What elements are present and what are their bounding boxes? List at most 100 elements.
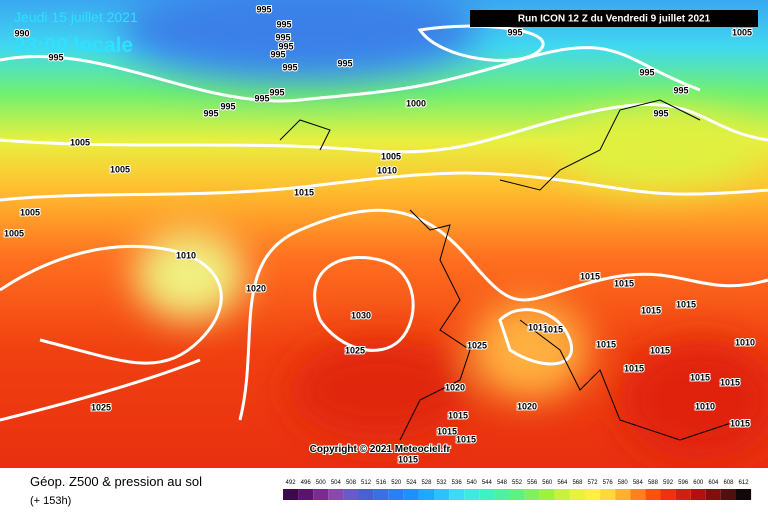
legend-swatch: [539, 489, 555, 500]
isobar-label: 1015: [690, 372, 710, 382]
legend-value: 536: [452, 480, 463, 486]
legend-swatch: [358, 489, 374, 500]
isobar-label: 1010: [377, 165, 397, 175]
isobar-label: 995: [337, 58, 352, 68]
isobar-label: 1015: [720, 377, 740, 387]
isobar-label: 1005: [110, 164, 130, 174]
legend-swatch: [524, 489, 540, 500]
legend-value: 576: [603, 480, 614, 486]
legend-swatch: [479, 489, 495, 500]
isobar-label: 1015: [641, 305, 661, 315]
legend-swatch: [660, 489, 676, 500]
isobar-label: 995: [256, 4, 271, 14]
isobar-label: 995: [254, 93, 269, 103]
legend-value: 492: [286, 480, 297, 486]
isobar-label: 1015: [676, 299, 696, 309]
legend-swatch: [554, 489, 570, 500]
isobar-label: 1015: [456, 434, 476, 444]
legend-value: 552: [512, 480, 523, 486]
isobar-label: 1015: [580, 271, 600, 281]
isobar-label: 995: [269, 87, 284, 97]
legend-swatch: [509, 489, 525, 500]
isobar-label: 1015: [650, 345, 670, 355]
isobar-label: 1000: [406, 98, 426, 108]
legend-value: 544: [482, 480, 493, 486]
isobar-label: 995: [507, 27, 522, 37]
isobar-label: 1005: [70, 137, 90, 147]
isobar-label: 1005: [381, 151, 401, 161]
legend-value: 564: [557, 480, 568, 486]
isobar-label: 1015: [624, 363, 644, 373]
isobar-label: 1025: [467, 340, 487, 350]
legend-value: 568: [572, 480, 583, 486]
footer-title: Géop. Z500 & pression au sol: [30, 474, 202, 489]
legend-value: 588: [648, 480, 659, 486]
legend-swatch: [736, 489, 752, 500]
isobar-label: 995: [673, 85, 688, 95]
legend-value: 596: [678, 480, 689, 486]
legend-swatch: [645, 489, 661, 500]
isobar-label: 995: [278, 41, 293, 51]
legend-value: 512: [361, 480, 372, 486]
legend-value: 500: [316, 480, 327, 486]
legend-swatch: [464, 489, 480, 500]
run-info: Run ICON 12 Z du Vendredi 9 juillet 2021: [518, 14, 711, 25]
legend-swatch: [298, 489, 314, 500]
isobar-label: 1015: [437, 426, 457, 436]
legend-swatch: [418, 489, 434, 500]
isobar-label: 995: [220, 101, 235, 111]
isobar-label: 995: [48, 52, 63, 62]
copyright: Copyright © 2021 Meteociel.fr: [310, 444, 451, 455]
isobar-label: 995: [203, 108, 218, 118]
isobar-label: 1030: [351, 310, 371, 320]
isobar-label: 1015: [614, 278, 634, 288]
legend-value: 608: [723, 480, 734, 486]
legend-value: 540: [467, 480, 478, 486]
legend-value: 604: [708, 480, 719, 486]
legend-value: 508: [346, 480, 357, 486]
footer-lead: (+ 153h): [30, 495, 71, 507]
legend-value: 496: [301, 480, 312, 486]
isobar-label: 1015: [398, 454, 418, 464]
legend-swatch: [569, 489, 585, 500]
legend-swatch: [585, 489, 601, 500]
isobar-label: 1020: [517, 401, 537, 411]
isobar-label: 1015: [543, 324, 563, 334]
isobar-label: 1005: [4, 228, 24, 238]
legend-swatch: [675, 489, 691, 500]
legend-swatch: [328, 489, 344, 500]
isobar-label: 1015: [730, 418, 750, 428]
legend-swatch: [615, 489, 631, 500]
isobar-label: 1010: [176, 250, 196, 260]
isobar-label: 990: [14, 28, 29, 38]
isobar-label: 1025: [91, 402, 111, 412]
isobar-label: 1010: [735, 337, 755, 347]
legend-swatch: [449, 489, 465, 500]
isobar-label: 995: [282, 62, 297, 72]
run-box: [470, 10, 758, 27]
legend-value: 520: [391, 480, 402, 486]
isobar-label: 995: [270, 49, 285, 59]
isobar-label: 995: [653, 108, 668, 118]
legend-value: 516: [376, 480, 387, 486]
legend-value: 528: [421, 480, 432, 486]
isobar-label: 1005: [732, 27, 752, 37]
legend-value: 612: [739, 480, 750, 486]
legend-swatch: [313, 489, 329, 500]
legend-value: 504: [331, 480, 342, 486]
legend-value: 580: [618, 480, 629, 486]
isobar-label: 1005: [20, 207, 40, 217]
isobar-label: 1025: [345, 345, 365, 355]
isobar-label: 1020: [445, 382, 465, 392]
isobars: [0, 24, 768, 422]
isobar-label: 995: [639, 67, 654, 77]
isobar-label: 1015: [596, 339, 616, 349]
color-fields: [120, 0, 768, 460]
legend-swatch: [630, 489, 646, 500]
legend-value: 592: [663, 480, 674, 486]
isobar-label: 1010: [695, 401, 715, 411]
legend: 492 496 500 504 508 512 516 520 524 528 532 536 540 5…: [283, 480, 752, 500]
legend-value: 600: [693, 480, 704, 486]
